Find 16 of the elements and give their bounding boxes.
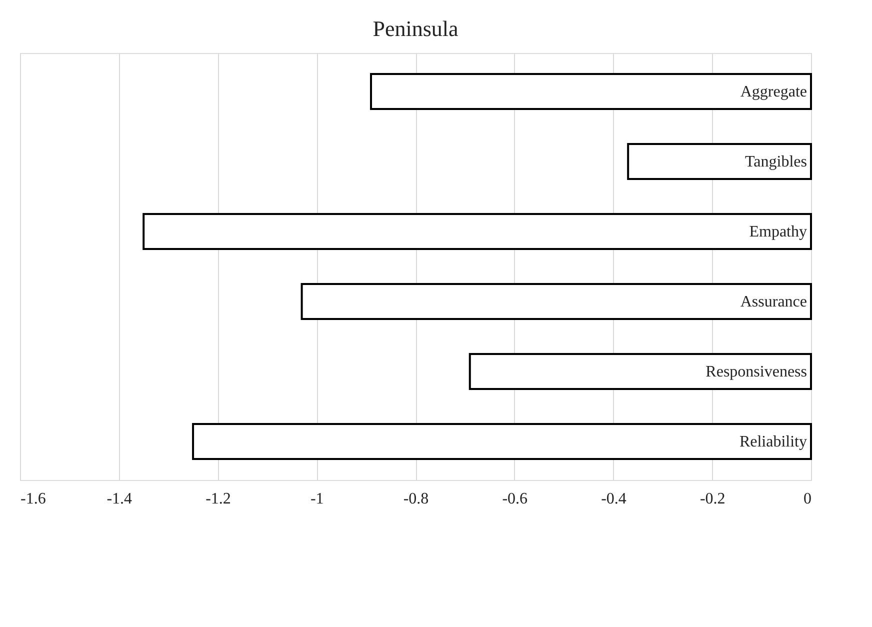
- x-tick-label: 0: [804, 490, 812, 508]
- x-tick-label: -0.8: [403, 490, 429, 508]
- x-tick-label: -0.2: [700, 490, 726, 508]
- y-tick-label: Tangibles: [745, 154, 807, 170]
- x-tick-label: -0.6: [502, 490, 528, 508]
- y-tick-label: Assurance: [740, 294, 807, 310]
- y-tick-label: Empathy: [749, 224, 807, 240]
- x-tick-label: -1: [310, 490, 324, 508]
- x-tick-label: -0.4: [601, 490, 626, 508]
- x-tick-label: -1.6: [20, 490, 46, 508]
- chart-title: Peninsula: [372, 16, 459, 41]
- y-tick-label: Aggregate: [740, 84, 807, 100]
- y-tick-label: Reliability: [739, 434, 807, 450]
- x-tick-label: -1.4: [106, 490, 132, 508]
- y-tick-label: Responsiveness: [706, 364, 807, 380]
- x-tick-label: -1.2: [206, 490, 231, 508]
